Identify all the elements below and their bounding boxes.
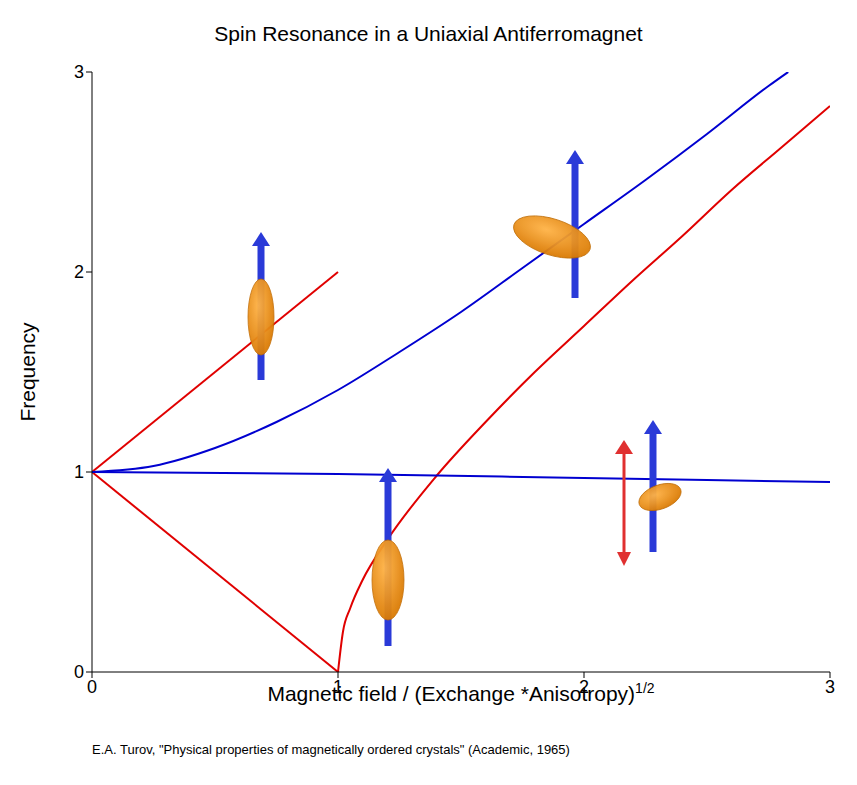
svg-text:Frequency: Frequency xyxy=(16,322,39,422)
svg-text:3: 3 xyxy=(74,62,84,82)
html-text:E.A. Turov, "Physical properti: E.A. Turov, "Physical properties of magn… xyxy=(92,742,570,757)
html-text:Spin Resonance in a Uniaxial A: Spin Resonance in a Uniaxial Antiferroma… xyxy=(214,22,643,45)
svg-text:0: 0 xyxy=(87,677,97,697)
svg-text:3: 3 xyxy=(825,677,835,697)
svg-text:2: 2 xyxy=(74,262,84,282)
html-text:Magnetic field / (Exchange *An: Magnetic field / (Exchange *Anisotropy)1… xyxy=(267,680,655,705)
svg-text:0: 0 xyxy=(74,662,84,682)
svg-text:1: 1 xyxy=(74,462,84,482)
